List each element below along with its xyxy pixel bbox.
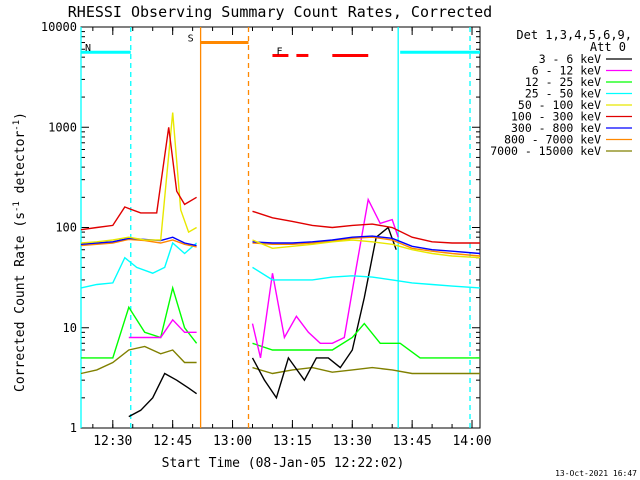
y-tick-label: 100: [55, 221, 77, 235]
y-tick-label: 10000: [41, 20, 77, 34]
legend-entry-label: 12 - 25 keV: [525, 75, 601, 89]
y-axis-label: Corrected Count Rate (s-1 detector-1): [12, 112, 28, 392]
x-tick-label: 13:00: [213, 434, 252, 449]
timestamp: 13-Oct-2021 16:47: [555, 469, 637, 478]
series-line-100-300keV: [80, 127, 197, 231]
y-axis-label-mid: detector: [13, 131, 28, 202]
series-line-12-25keV: [252, 322, 480, 359]
series-line-7000-15000keV: [80, 345, 197, 375]
x-tick-label: 13:45: [393, 434, 432, 449]
legend-entry-label: 100 - 300 keV: [511, 110, 601, 124]
flag-label-night: N: [85, 43, 91, 54]
x-tick-label: 12:30: [93, 434, 132, 449]
x-tick-label: 14:00: [452, 434, 491, 449]
series-line-3-6keV: [128, 372, 198, 418]
y-axis-label-end: ): [13, 112, 28, 120]
legend-header-1: Det 1,3,4,5,6,9,: [516, 28, 632, 42]
legend-entry-label: 6 - 12 keV: [532, 64, 601, 78]
flag-label-flare: F: [276, 46, 282, 57]
series-line-12-25keV: [81, 285, 198, 359]
legend-entry-label: 300 - 800 keV: [511, 121, 601, 135]
y-tick-label: 10: [63, 321, 77, 335]
series-line-7000-15000keV: [252, 366, 480, 375]
legend-entry-label: 25 - 50 keV: [525, 87, 601, 101]
legend-entry-label: 50 - 100 keV: [518, 98, 601, 112]
series-line-50-100keV: [80, 112, 197, 244]
y-axis-label-sup1: -1: [12, 201, 22, 212]
y-axis-label-sup2: -1: [12, 120, 22, 131]
chart-title: RHESSI Observing Summary Count Rates, Co…: [68, 3, 492, 21]
y-axis-label-main: Corrected Count Rate (s: [13, 212, 28, 392]
legend-entry-label: 3 - 6 keV: [539, 52, 601, 66]
series-line-800-7000keV: [252, 236, 481, 257]
series-line-25-50keV: [252, 266, 481, 289]
x-tick-label: 13:15: [273, 434, 312, 449]
legend-entry-label: 800 - 7000 keV: [504, 133, 601, 147]
series-line-6-12keV: [128, 318, 197, 339]
legend-entry-label: 7000 - 15000 keV: [490, 144, 601, 158]
series-line-6-12keV: [251, 197, 399, 359]
series-line-50-100keV: [252, 239, 481, 259]
flag-label-saa: S: [188, 34, 194, 45]
legend-header-2: Att 0: [590, 40, 626, 54]
series-line-300-800keV: [252, 235, 481, 255]
x-axis-label: Start Time (08-Jan-05 12:22:02): [162, 456, 405, 471]
series-line-100-300keV: [252, 210, 480, 244]
series-line-25-50keV: [80, 241, 198, 289]
x-tick-label: 12:45: [153, 434, 192, 449]
y-tick-label: 1000: [48, 120, 77, 134]
plot-area: 1 10 100 1000 10000 12:30 12:45 13:00 13:15 13:30…: [41, 20, 492, 449]
x-tick-label: 13:30: [333, 434, 372, 449]
y-tick-label: 1: [70, 421, 77, 435]
